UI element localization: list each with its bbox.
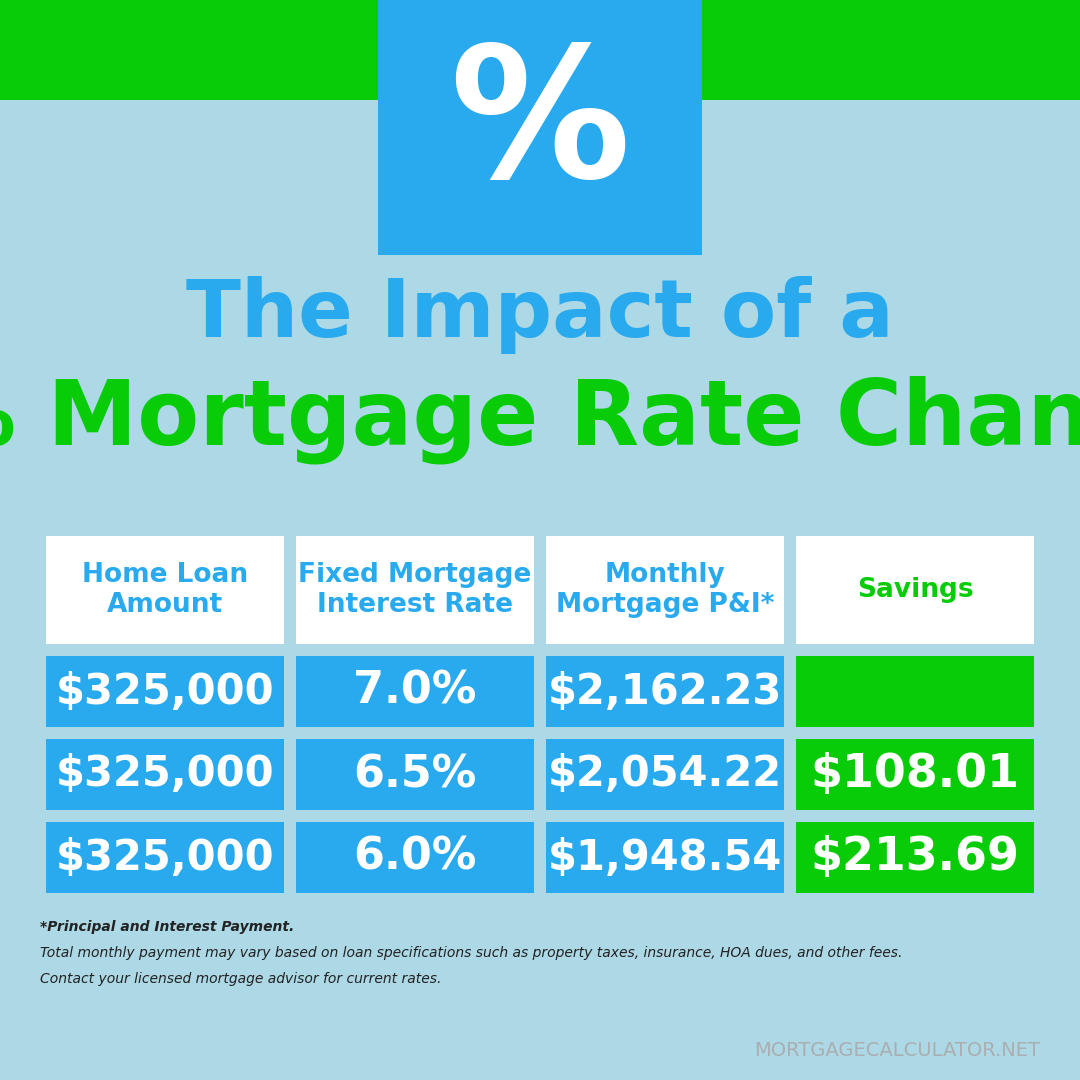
Text: Fixed Mortgage
Interest Rate: Fixed Mortgage Interest Rate xyxy=(298,562,531,618)
Bar xyxy=(796,656,1034,727)
Text: 6.0%: 6.0% xyxy=(353,836,476,879)
Text: The Impact of a: The Impact of a xyxy=(186,276,894,354)
Text: $2,162.23: $2,162.23 xyxy=(548,671,782,713)
Bar xyxy=(296,739,534,810)
Bar xyxy=(46,536,284,644)
Text: MORTGAGECALCULATOR.NET: MORTGAGECALCULATOR.NET xyxy=(754,1040,1040,1059)
Bar xyxy=(378,0,702,255)
Text: *Principal and Interest Payment.: *Principal and Interest Payment. xyxy=(40,920,294,934)
Bar xyxy=(796,739,1034,810)
Text: 7.0%: 7.0% xyxy=(353,670,476,713)
Bar xyxy=(46,656,284,727)
Bar xyxy=(46,822,284,893)
Bar xyxy=(296,822,534,893)
Text: $325,000: $325,000 xyxy=(56,837,274,878)
Bar xyxy=(0,0,378,100)
Bar xyxy=(296,536,534,644)
Bar xyxy=(702,0,1080,100)
Text: 6.5%: 6.5% xyxy=(353,753,476,796)
Text: $325,000: $325,000 xyxy=(56,754,274,796)
Text: $108.01: $108.01 xyxy=(810,752,1020,797)
Bar xyxy=(546,739,784,810)
Text: Total monthly payment may vary based on loan specifications such as property tax: Total monthly payment may vary based on … xyxy=(40,946,903,960)
Text: $325,000: $325,000 xyxy=(56,671,274,713)
Bar xyxy=(546,656,784,727)
Text: Savings: Savings xyxy=(856,577,973,603)
Bar xyxy=(796,536,1034,644)
Text: Monthly
Mortgage P&I*: Monthly Mortgage P&I* xyxy=(556,562,774,618)
Bar xyxy=(546,822,784,893)
Text: Home Loan
Amount: Home Loan Amount xyxy=(82,562,248,618)
Bar xyxy=(796,822,1034,893)
Bar xyxy=(546,536,784,644)
Bar xyxy=(296,656,534,727)
Bar xyxy=(46,739,284,810)
Text: 1% Mortgage Rate Change: 1% Mortgage Rate Change xyxy=(0,376,1080,464)
Text: Contact your licensed mortgage advisor for current rates.: Contact your licensed mortgage advisor f… xyxy=(40,972,442,986)
Text: $213.69: $213.69 xyxy=(811,835,1020,880)
Text: %: % xyxy=(449,40,631,216)
Text: $2,054.22: $2,054.22 xyxy=(548,754,782,796)
Text: $1,948.54: $1,948.54 xyxy=(548,837,782,878)
